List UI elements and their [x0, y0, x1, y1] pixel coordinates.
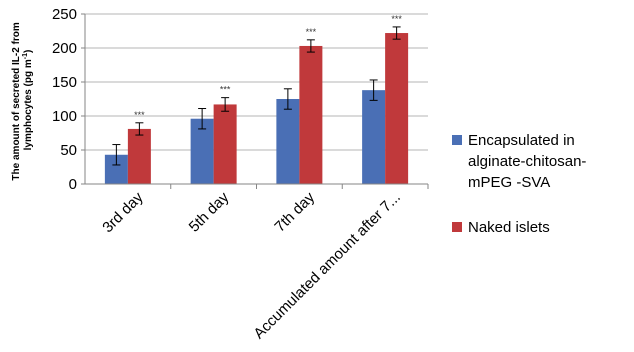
bar [190, 118, 214, 184]
y-axis-ticks: 0 50 100 150 200 250 [52, 6, 85, 193]
y-axis-label-line1: The amount of secreted IL-2 from [11, 22, 22, 180]
y-tick-label: 250 [52, 6, 77, 23]
significance-marker: *** [220, 85, 231, 95]
y-axis-label-end: ) [23, 50, 34, 53]
bars [104, 33, 409, 185]
y-tick-label: 100 [52, 108, 77, 125]
y-tick-label: 150 [52, 74, 77, 91]
significance-marker: *** [134, 110, 145, 120]
y-axis-label-sup: -1 [22, 53, 29, 59]
legend: Encapsulated in alginate-chitosan-mPEG -… [452, 130, 630, 262]
significance-markers: *** *** *** *** [134, 14, 402, 120]
bar [385, 33, 409, 184]
bar [127, 128, 151, 184]
y-axis-label: The amount of secreted IL-2 from lymphoc… [11, 19, 34, 180]
x-category-label: 7th day [271, 188, 318, 235]
x-category-label: Accumulated amount after 7... [250, 189, 404, 343]
bar [276, 99, 300, 184]
legend-label-naked: Naked islets [468, 219, 550, 236]
x-category-label: 3rd day [99, 188, 147, 236]
x-category-label: 5th day [186, 188, 233, 235]
significance-marker: *** [306, 27, 317, 37]
y-axis-label-line2: lymphocytes (pg m [23, 59, 34, 150]
legend-swatch-naked [452, 222, 462, 232]
y-tick-label: 200 [52, 40, 77, 57]
error-bars [112, 26, 401, 166]
legend-swatch-encapsulated [452, 135, 462, 145]
bar [213, 104, 237, 184]
significance-marker: *** [391, 14, 402, 24]
bar [362, 90, 386, 184]
bar [299, 45, 323, 185]
bar [104, 154, 128, 184]
y-tick-label: 0 [69, 176, 77, 193]
legend-item-encapsulated: Encapsulated in alginate-chitosan-mPEG -… [452, 130, 630, 193]
legend-label-encapsulated: Encapsulated in alginate-chitosan-mPEG -… [468, 132, 587, 191]
y-tick-label: 50 [60, 142, 77, 159]
legend-item-naked: Naked islets [452, 217, 630, 238]
